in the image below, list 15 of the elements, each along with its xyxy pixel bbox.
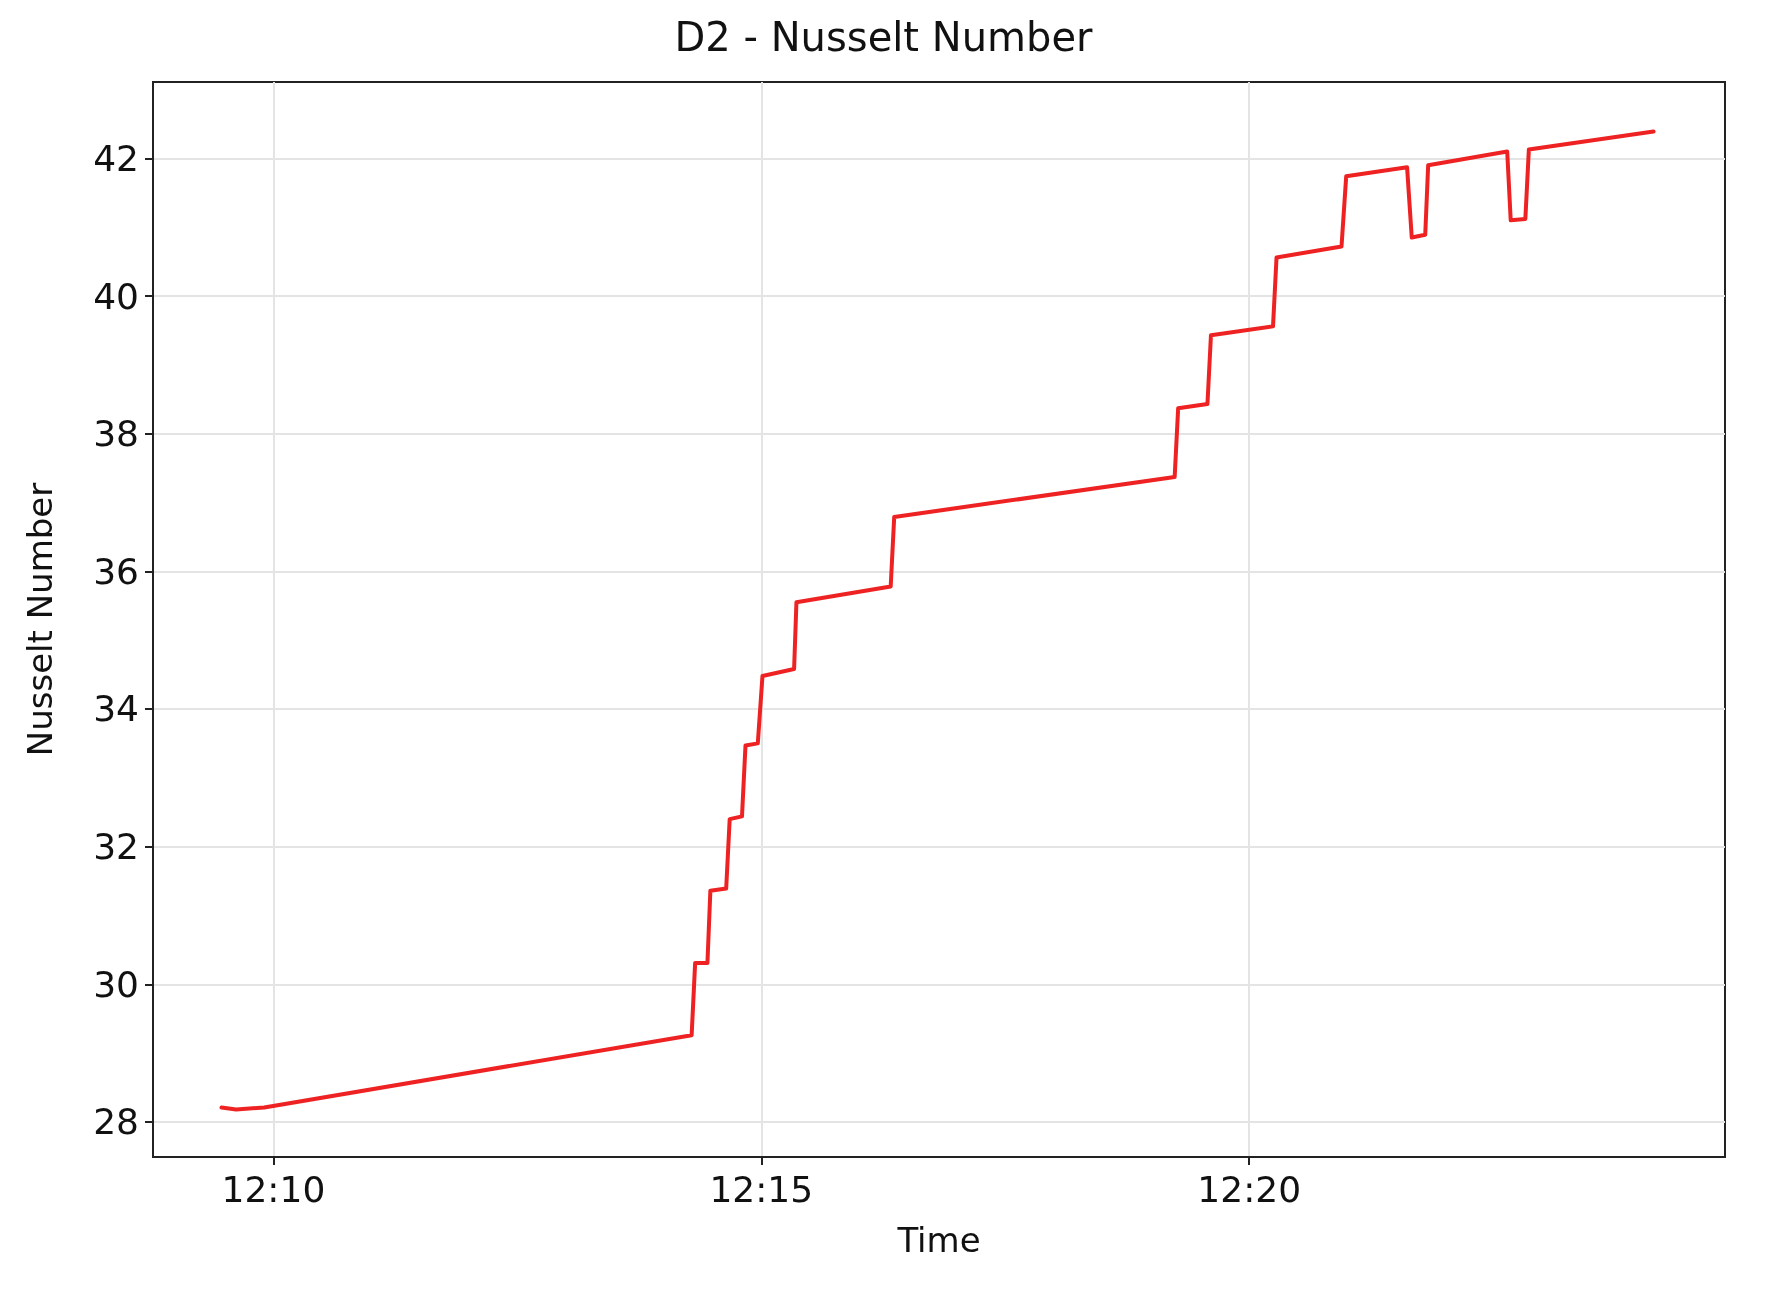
x-tick-label: 12:10 bbox=[221, 1168, 326, 1210]
y-tick-label: 40 bbox=[93, 275, 139, 317]
y-tick-label: 34 bbox=[93, 688, 139, 730]
x-tick-label: 12:15 bbox=[709, 1168, 814, 1210]
x-axis-title: Time bbox=[896, 1220, 981, 1260]
y-axis-title: Nusselt Number bbox=[20, 482, 60, 757]
y-tick-label: 32 bbox=[93, 826, 139, 868]
line-series bbox=[219, 129, 1656, 1112]
y-tick-label: 28 bbox=[93, 1101, 139, 1143]
chart-title: D2 - Nusselt Number bbox=[674, 14, 1093, 60]
x-tick-label: 12:20 bbox=[1197, 1168, 1302, 1210]
y-tick-label: 42 bbox=[93, 137, 139, 179]
y-tick-label: 36 bbox=[93, 550, 139, 592]
y-tick-label: 38 bbox=[93, 413, 139, 455]
y-tick-label: 30 bbox=[93, 963, 139, 1005]
